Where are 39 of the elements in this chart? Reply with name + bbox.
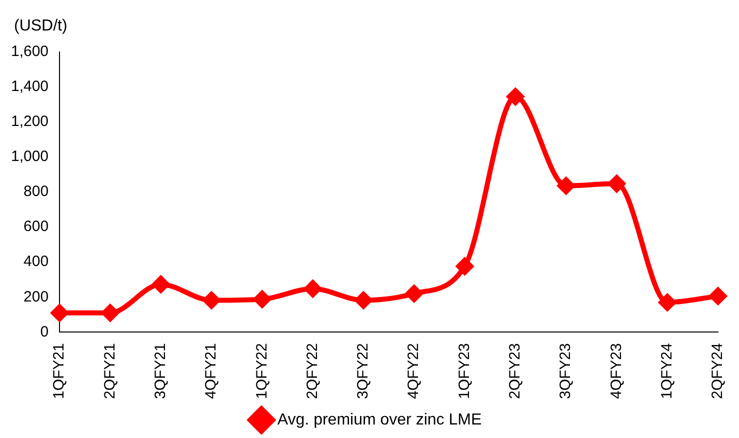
x-tick-label: 1QFY24 [658,343,676,400]
y-tick-label: 1,400 [10,78,49,96]
point [406,285,423,302]
point [456,258,474,275]
point [304,280,322,298]
point [202,292,220,309]
x-tick-label: 2QFY21 [101,343,118,400]
y-tick-label: 1,600 [10,43,49,60]
point [254,290,271,308]
y-tick-label: 400 [24,253,49,270]
point [102,304,119,322]
x-tick-label: 2QFY24 [709,343,726,400]
y-axis-title: (USD/t) [14,17,68,34]
y-tick-label: 1,200 [10,113,49,130]
point [51,304,68,322]
y-tick-label: 0 [40,323,49,340]
y-tick-label: 200 [24,288,49,306]
x-tick-label: 1QFY21 [50,343,68,400]
x-tick-label: 3QFY23 [557,343,574,400]
point [658,294,676,311]
x-tick-label: 2QFY23 [506,343,524,400]
x-tick-label: 1QFY23 [456,343,473,400]
x-tick-label: 1QFY22 [253,343,270,400]
x-tick-label: 4QFY23 [608,343,625,400]
y-tick-label: 1,000 [10,148,49,166]
legend-label: Avg. premium over zinc LME [277,411,482,428]
point [354,292,372,309]
x-tick-label: 3QFY22 [354,343,372,400]
point [710,288,726,305]
x-tick-label: 2QFY22 [304,343,321,400]
y-tick-label: 600 [24,218,49,236]
point [558,177,575,194]
point [506,88,524,106]
x-tick-label: 4QFY21 [202,343,220,400]
point [152,276,170,293]
x-tick-label: 4QFY22 [405,343,422,400]
point [608,175,626,192]
y-tick-label: 800 [24,183,49,200]
x-tick-label: 3QFY21 [152,343,169,400]
